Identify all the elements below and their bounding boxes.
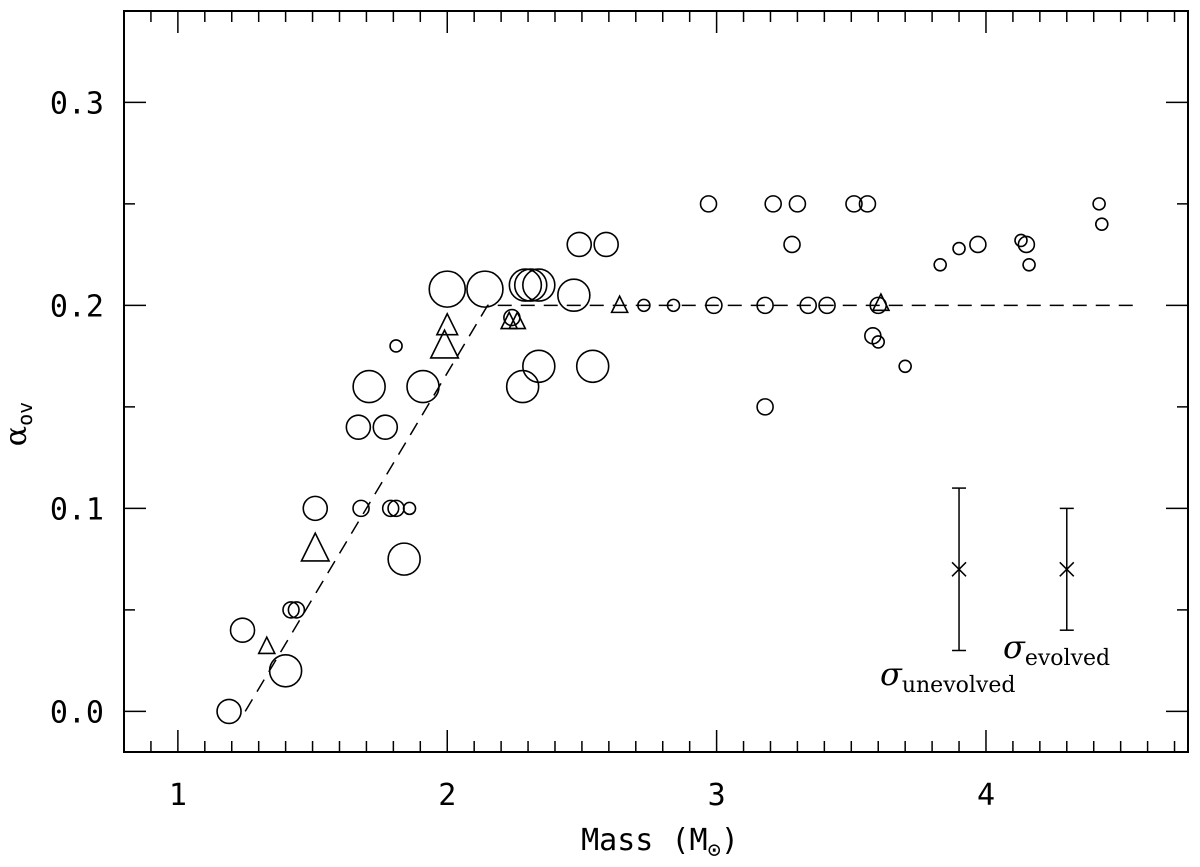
circle-point (387, 542, 421, 576)
error-bar-x-marker (951, 561, 967, 577)
sigma-unevolved-label: σunevolved (880, 655, 1015, 698)
axis-ticks (124, 11, 1188, 752)
x-tick-label: 3 (708, 778, 726, 813)
circle-point (557, 278, 591, 313)
circle-point (818, 296, 836, 315)
x-tick-label: 4 (977, 778, 995, 813)
circle-point (505, 369, 540, 404)
error-bar-unevolved (951, 487, 967, 652)
plot-frame (123, 10, 1189, 753)
triangle-point (507, 310, 527, 330)
circle-point (1014, 233, 1028, 248)
circle-point (666, 298, 681, 313)
circle-point (871, 335, 886, 349)
axis-tick-labels: 1 2 3 4 0.0 0.1 0.2 0.3 (50, 86, 995, 813)
circle-point (522, 268, 556, 302)
sun-symbol: ⊙ (708, 838, 721, 863)
circle-point (593, 231, 619, 258)
x-tick-label: 1 (169, 778, 187, 813)
circle-point (705, 296, 723, 315)
circle-point (466, 270, 504, 308)
circle-point (952, 241, 966, 256)
sigma-evolved-label: σevolved (1003, 628, 1110, 671)
circle-point (216, 698, 242, 725)
circle-point (402, 501, 417, 516)
circle-point (352, 499, 370, 518)
circle-point (268, 653, 303, 688)
circle-point (302, 495, 329, 522)
circle-point (508, 268, 543, 302)
circle-point (788, 195, 807, 213)
x-axis-title: Mass (M⊙) (581, 823, 739, 863)
circle-point (428, 270, 467, 308)
circle-point (1017, 235, 1036, 254)
circle-point (969, 235, 987, 254)
circle-point (858, 195, 877, 213)
circle-point (756, 296, 774, 315)
triangle-point (871, 292, 891, 312)
circle-point (513, 268, 548, 302)
data-points (216, 195, 1109, 725)
circle-point (406, 369, 440, 404)
circle-point (1022, 257, 1036, 272)
circle-point (345, 414, 372, 440)
y-axis-title: αov (0, 402, 37, 446)
y-tick-label: 0.0 (50, 695, 104, 730)
x-tick-label: 2 (438, 778, 456, 813)
circle-point (845, 195, 863, 213)
y-tick-label: 0.2 (50, 289, 104, 324)
circle-point (287, 601, 306, 619)
circle-point (799, 296, 817, 315)
triangle-point (300, 531, 331, 562)
circle-point (699, 195, 718, 213)
circle-point (522, 349, 556, 384)
error-bar-evolved (1059, 507, 1075, 631)
circle-point (566, 231, 593, 258)
triangle-point (429, 328, 460, 359)
circle-point (282, 601, 300, 619)
triangle-point (610, 294, 629, 314)
circle-point (764, 195, 782, 213)
y-tick-label: 0.3 (50, 86, 104, 121)
triangle-point (435, 311, 459, 336)
fit-line-group (244, 304, 1135, 712)
circle-point (933, 257, 947, 272)
y-tick-label: 0.1 (50, 492, 104, 527)
circle-point (637, 298, 651, 313)
circle-point (898, 359, 912, 374)
dashed-fit-line (244, 304, 1135, 712)
error-bar-x-marker (1059, 561, 1075, 577)
triangle-point (257, 635, 277, 655)
circle-point (575, 349, 610, 384)
circle-point (1092, 197, 1106, 211)
circle-point (229, 617, 256, 643)
circle-point (389, 339, 403, 353)
circle-point (1095, 217, 1109, 231)
circle-point (372, 414, 399, 440)
circle-point (381, 499, 400, 518)
circle-point (783, 235, 801, 254)
circle-point (352, 369, 386, 404)
circle-point (756, 398, 774, 416)
